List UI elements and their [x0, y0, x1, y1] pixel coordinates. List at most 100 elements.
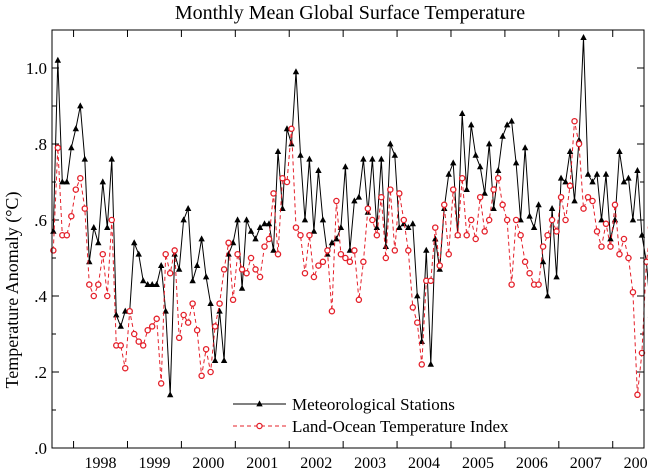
data-point-circle — [184, 319, 192, 326]
x-tick-label: 1998 — [85, 455, 117, 469]
data-point-circle — [171, 247, 178, 254]
data-point-circle — [396, 190, 403, 197]
data-point-circle — [162, 250, 169, 258]
data-point-circle — [297, 231, 304, 239]
data-point-circle — [364, 205, 372, 212]
legend-marker-triangle — [256, 400, 263, 407]
data-point-circle — [369, 216, 376, 224]
data-point-triangle — [589, 178, 596, 185]
data-point-triangle — [571, 197, 578, 204]
legend-marker-circle — [256, 422, 263, 430]
data-point-circle — [180, 311, 187, 319]
data-point-triangle — [625, 174, 632, 181]
data-point-triangle — [557, 174, 565, 181]
data-point-triangle — [86, 258, 93, 265]
data-point-triangle — [184, 205, 192, 211]
data-point-triangle — [117, 322, 124, 329]
data-point-triangle — [166, 391, 174, 398]
data-point-circle — [135, 338, 142, 345]
y-axis-label: Temperature Anomaly (°C) — [2, 192, 23, 389]
data-point-triangle — [521, 144, 529, 151]
data-point-triangle — [463, 186, 470, 192]
data-point-circle — [467, 216, 475, 224]
data-point-triangle — [315, 167, 322, 173]
data-point-circle — [580, 205, 587, 212]
data-point-triangle — [616, 148, 623, 154]
data-point-triangle — [503, 121, 511, 128]
data-point-circle — [566, 182, 574, 190]
x-tick-label: 2007 — [570, 455, 602, 469]
y-tick-label: .6 — [34, 211, 47, 230]
y-tick-label: 1.0 — [26, 59, 47, 78]
data-point-circle — [436, 262, 443, 269]
tick-layer — [52, 29, 644, 449]
data-point-circle — [548, 216, 556, 224]
data-point-triangle — [108, 155, 115, 162]
data-point-triangle — [135, 250, 142, 257]
data-point-circle — [256, 273, 264, 281]
data-point-triangle — [575, 136, 583, 143]
data-point-triangle — [270, 246, 277, 253]
data-point-triangle — [328, 239, 336, 246]
data-point-triangle — [193, 262, 201, 268]
data-point-circle — [211, 323, 219, 330]
y-tick-label: .8 — [34, 135, 47, 154]
data-point-triangle — [50, 227, 57, 234]
legend-label: Meteorological Stations — [292, 395, 455, 414]
data-point-triangle — [140, 277, 147, 284]
data-point-triangle — [580, 34, 587, 40]
data-point-circle — [584, 193, 592, 201]
x-tick-label: 2003 — [354, 455, 386, 469]
x-tick-label: 2000 — [192, 455, 224, 469]
data-point-triangle — [467, 121, 475, 128]
data-point-circle — [535, 281, 542, 288]
plot-frame — [51, 29, 645, 449]
legend-label: Land-Ocean Temperature Index — [292, 417, 509, 436]
data-point-triangle — [369, 155, 376, 162]
data-point-circle — [476, 193, 484, 201]
data-point-triangle — [553, 273, 560, 280]
data-point-triangle — [508, 117, 515, 124]
data-point-circle — [108, 216, 116, 224]
y-tick-label: .4 — [34, 287, 47, 306]
data-point-circle — [544, 231, 551, 239]
x-tick-label: 2005 — [462, 455, 494, 469]
data-point-circle — [512, 216, 520, 224]
data-point-circle — [261, 243, 268, 250]
data-point-circle — [355, 296, 363, 304]
data-point-circle — [387, 186, 394, 193]
data-point-triangle — [387, 140, 394, 147]
data-point-circle — [193, 326, 201, 334]
data-point-triangle — [306, 155, 313, 162]
data-point-circle — [306, 231, 313, 239]
data-point-circle — [625, 254, 632, 262]
data-point-circle — [225, 239, 232, 247]
data-point-circle — [229, 296, 237, 304]
data-point-triangle — [355, 193, 363, 200]
data-point-triangle — [131, 239, 138, 246]
data-point-circle — [611, 201, 619, 209]
data-point-circle — [252, 266, 259, 273]
data-point-triangle — [544, 292, 551, 299]
data-point-triangle — [472, 151, 479, 158]
data-point-triangle — [607, 235, 614, 242]
data-point-circle — [382, 254, 390, 262]
data-point-circle — [148, 323, 156, 330]
data-point-circle — [490, 186, 497, 193]
data-point-circle — [153, 315, 160, 323]
data-point-triangle — [301, 216, 309, 223]
data-point-triangle — [360, 155, 367, 162]
data-point-triangle — [211, 357, 219, 363]
series-layer — [50, 34, 648, 399]
data-point-triangle — [423, 246, 430, 253]
data-point-circle — [616, 250, 623, 258]
data-point-triangle — [297, 151, 304, 158]
data-point-triangle — [310, 227, 318, 234]
data-point-circle — [283, 178, 291, 186]
data-point-circle — [405, 247, 412, 254]
data-point-triangle — [333, 235, 340, 242]
data-point-circle — [198, 372, 205, 380]
data-point-circle — [638, 349, 646, 357]
data-point-triangle — [104, 224, 111, 230]
data-point-circle — [562, 216, 569, 224]
